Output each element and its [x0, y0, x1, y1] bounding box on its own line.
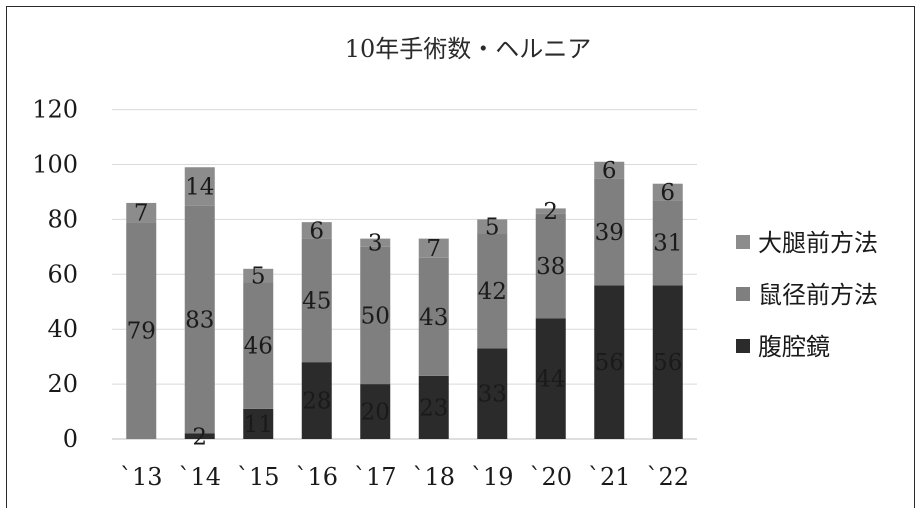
data-label-2-3: 46: [244, 334, 273, 360]
legend-swatch-2: [736, 287, 750, 301]
bar-1-7: [477, 348, 508, 439]
data-label-2-5: 50: [361, 303, 390, 329]
x-tick-label-6: `18: [412, 463, 455, 491]
data-label-3-4: 6: [309, 218, 324, 244]
bar-2-9: [594, 178, 625, 286]
x-tick-label-2: `14: [178, 463, 221, 491]
bar-1-2: [184, 433, 215, 439]
x-tick-label-9: `21: [588, 463, 631, 491]
y-tick-label-0: 0: [63, 425, 78, 453]
data-label-3-8: 2: [543, 199, 558, 225]
data-label-1-8: 44: [536, 367, 565, 393]
bar-1-9: [594, 285, 625, 439]
bar-3-3: [243, 268, 274, 283]
data-label-3-10: 6: [660, 180, 675, 206]
data-label-1-10: 56: [653, 350, 682, 376]
y-tick-label-40: 40: [47, 315, 78, 343]
bar-1-4: [301, 362, 332, 439]
bar-2-6: [418, 257, 449, 376]
data-label-1-2: 2: [192, 424, 207, 450]
legend-swatch-1: [736, 235, 750, 249]
x-axis-ticks: `13 `14 `15 `16 `17 `18 `19 `20 `21 `22: [120, 463, 689, 491]
data-label-3-6: 7: [426, 236, 441, 262]
y-axis-ticks: 0 20 40 60 80 100 120: [32, 96, 78, 453]
data-label-1-9: 56: [595, 350, 624, 376]
bar-3-2: [184, 167, 215, 206]
bar-3-7: [477, 219, 508, 234]
bar-2-8: [535, 213, 566, 319]
data-label-2-2: 83: [185, 308, 214, 334]
x-tick-label-8: `20: [529, 463, 572, 491]
bar-1-3: [243, 408, 274, 439]
legend-label-1: 大腿前方法: [758, 229, 878, 257]
bar-3-8: [535, 208, 566, 214]
bar-3-1: [126, 202, 157, 223]
bar-3-10: [652, 183, 683, 201]
chart-title: 10年手術数・ヘルニア: [345, 35, 592, 63]
bar-2-4: [301, 238, 332, 363]
bar-1-5: [360, 384, 391, 439]
bar-2-3: [243, 282, 274, 409]
data-label-3-2: 14: [185, 174, 214, 200]
data-label-1-6: 23: [419, 395, 448, 421]
data-label-1-3: 11: [244, 412, 273, 438]
legend-label-2: 鼠径前方法: [758, 281, 878, 309]
y-tick-label-100: 100: [32, 151, 78, 179]
data-label-3-3: 5: [251, 264, 266, 290]
x-tick-label-5: `17: [354, 463, 397, 491]
bar-3-4: [301, 222, 332, 239]
y-tick-label-20: 20: [47, 370, 78, 398]
bar-3-6: [418, 238, 449, 258]
bar-2-10: [652, 200, 683, 286]
data-label-2-10: 31: [653, 231, 682, 257]
bar-2-5: [360, 246, 391, 385]
bars: [126, 161, 683, 439]
y-tick-label-80: 80: [47, 205, 78, 233]
x-tick-label-1: `13: [120, 463, 163, 491]
x-tick-label-10: `22: [646, 463, 689, 491]
legend-label-3: 腹腔鏡: [758, 333, 830, 361]
bar-2-2: [184, 205, 215, 434]
bar-1-10: [652, 285, 683, 439]
chart-frame: [6, 6, 915, 508]
data-label-2-1: 79: [127, 319, 156, 345]
data-label-2-9: 39: [595, 220, 624, 246]
y-tick-label-60: 60: [47, 260, 78, 288]
data-label-3-9: 6: [602, 158, 617, 184]
data-label-2-4: 45: [302, 288, 331, 314]
data-label-1-5: 20: [361, 400, 390, 426]
data-label-3-7: 5: [485, 214, 500, 240]
data-label-2-7: 42: [478, 279, 507, 305]
x-tick-label-7: `19: [471, 463, 514, 491]
bar-3-9: [594, 161, 625, 179]
data-label-3-1: 7: [134, 201, 149, 227]
bar-1-8: [535, 318, 566, 439]
bar-1-6: [418, 375, 449, 439]
bar-2-7: [477, 233, 508, 349]
legend-swatch-3: [736, 339, 750, 353]
data-label-2-8: 38: [536, 254, 565, 280]
x-tick-label-3: `15: [237, 463, 280, 491]
data-label-1-4: 28: [302, 389, 331, 415]
data-label-1-7: 33: [478, 382, 507, 408]
x-tick-label-4: `16: [295, 463, 338, 491]
data-label-2-6: 43: [419, 305, 448, 331]
data-label-3-5: 3: [368, 231, 383, 257]
bar-2-1: [126, 222, 157, 439]
bar-3-5: [360, 238, 391, 247]
data-labels: 79 7 2 83 14 11 46 5 28 45 6 20 50 3 23 43 7 33 42 5 44 38 2 56…: [127, 158, 683, 450]
y-tick-label-120: 120: [32, 96, 78, 124]
